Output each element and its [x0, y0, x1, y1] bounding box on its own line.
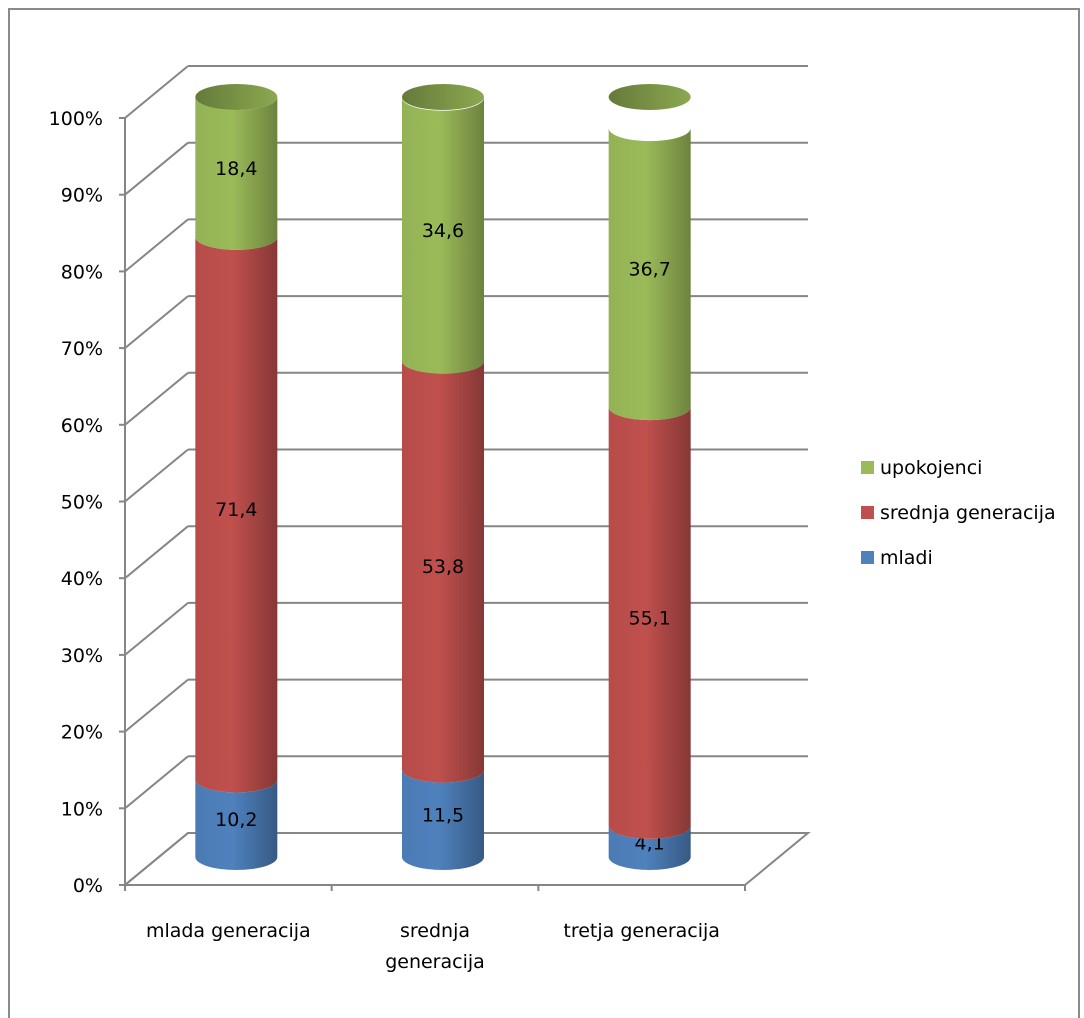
- bar-top-cap: [195, 84, 278, 110]
- data-label: 34,6: [422, 220, 464, 242]
- bar-top-cap: [402, 84, 484, 110]
- data-label: 36,7: [629, 259, 671, 281]
- side-wall-gridline: [124, 448, 189, 503]
- side-wall-gridline: [124, 525, 189, 579]
- y-tick-label: 60%: [61, 415, 103, 437]
- bar-segment-srednja-generacija: [195, 236, 278, 793]
- side-wall-gridline: [124, 755, 189, 810]
- y-tick-label: 0%: [73, 875, 103, 897]
- side-wall-gridline: [124, 602, 189, 656]
- bar-segment-upokojenci: [608, 128, 691, 421]
- legend-label: upokojenci: [880, 457, 982, 479]
- data-label: 18,4: [215, 158, 257, 180]
- bar-segment-mladi: [608, 825, 691, 870]
- chart-frame: [8, 8, 1080, 1018]
- data-label: 53,8: [422, 556, 464, 578]
- legend-label: mladi: [880, 547, 933, 569]
- side-wall-gridline: [124, 295, 189, 349]
- y-tick-label: 20%: [61, 722, 103, 744]
- data-label: 11,5: [422, 804, 464, 826]
- side-wall-gridline: [124, 141, 189, 196]
- x-category-label: mlada generacija: [146, 920, 311, 942]
- legend-swatch: [861, 461, 874, 474]
- chart-floor: [124, 832, 811, 886]
- data-label: 55,1: [629, 607, 671, 629]
- y-tick-label: 40%: [61, 568, 103, 590]
- bar-segment-upokojenci: [195, 97, 278, 250]
- legend-label: srednja generacija: [880, 502, 1056, 524]
- bar-top-cap: [608, 84, 691, 110]
- x-category-label: tretja generacija: [563, 920, 720, 942]
- side-wall-gridline: [124, 372, 189, 426]
- legend-swatch: [861, 506, 874, 519]
- data-label: 10,2: [215, 809, 257, 831]
- bar-segment-mladi: [402, 769, 484, 870]
- bar-segment-srednja-generacija: [608, 407, 691, 839]
- x-category-label: srednja generacija: [385, 920, 485, 973]
- y-tick-label: 90%: [61, 185, 103, 207]
- y-tick-label: 30%: [61, 645, 103, 667]
- bar-segment-upokojenci: [402, 97, 484, 374]
- y-tick-label: 10%: [61, 798, 103, 820]
- bar-segment-mladi: [195, 779, 278, 870]
- side-wall-gridline: [124, 65, 189, 119]
- data-label: 71,4: [215, 499, 257, 521]
- side-wall-gridline: [124, 678, 189, 733]
- side-wall-gridline: [124, 218, 189, 273]
- y-tick-label: 70%: [61, 338, 103, 360]
- legend-swatch: [861, 551, 874, 564]
- y-tick-label: 100%: [49, 108, 103, 130]
- bar-segment-srednja-generacija: [402, 360, 484, 783]
- y-tick-label: 50%: [61, 492, 103, 514]
- y-tick-label: 80%: [61, 261, 103, 283]
